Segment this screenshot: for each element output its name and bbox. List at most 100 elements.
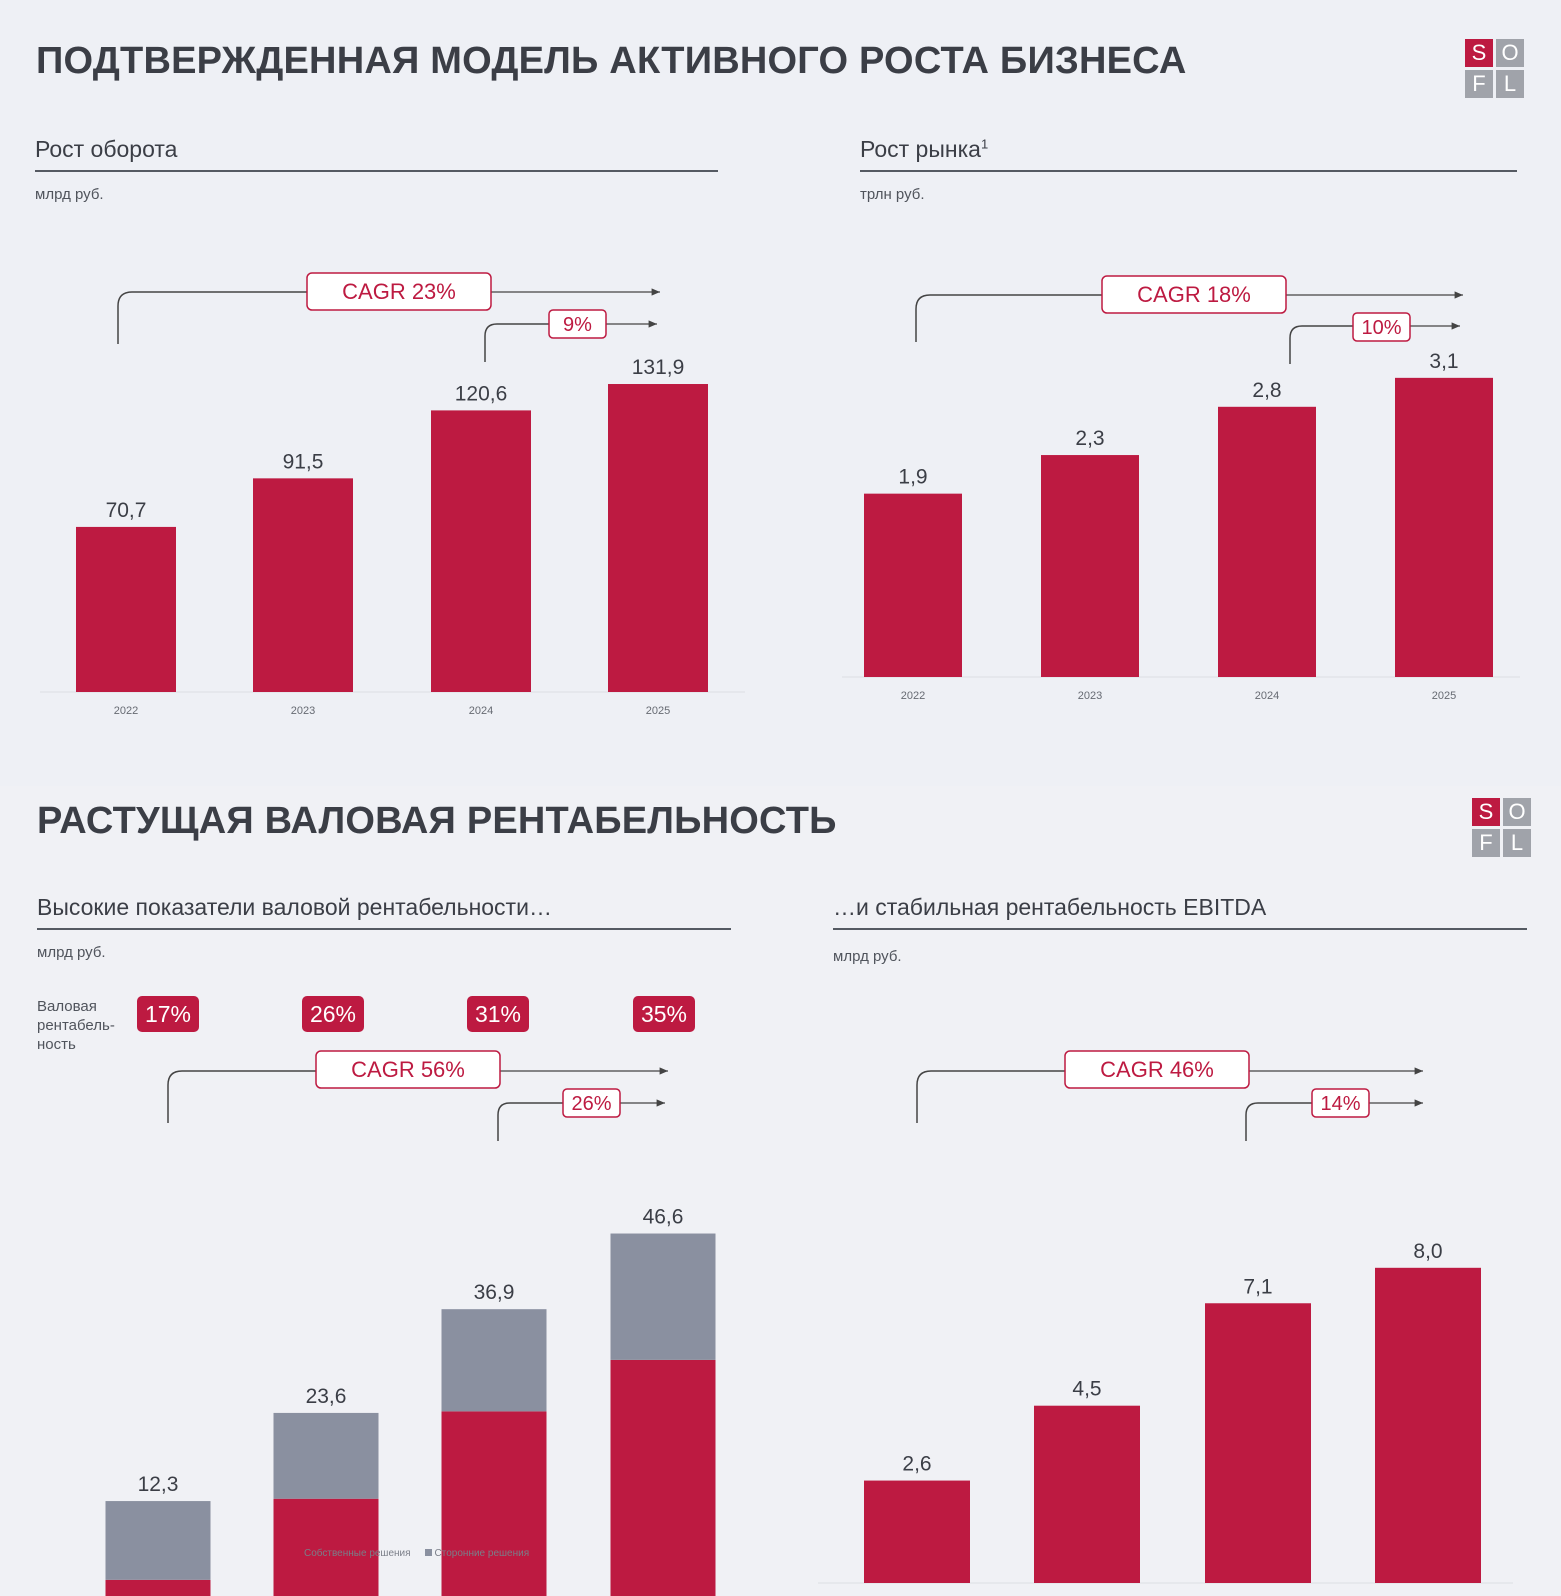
section-title: РАСТУЩАЯ ВАЛОВАЯ РЕНТАБЕЛЬНОСТЬ (37, 800, 837, 842)
data-label: 46,6 (643, 1206, 684, 1229)
bar-third-party-solutions (441, 1309, 547, 1412)
chart-legend: Собственные решения Сторонние решения (294, 1548, 529, 1559)
bar (1375, 1267, 1481, 1583)
gross-panel: Высокие показатели валовой рентабельност… (37, 894, 757, 1596)
gross-margin-label: Валовая рентабель-ность (37, 998, 115, 1053)
margin-badge: 26% (302, 996, 364, 1032)
market-panel: Рост рынка1 трлн руб. 1,9 2022 2,3 2023 2,8 2… (842, 136, 1560, 736)
growth-label: 10% (1361, 317, 1401, 339)
data-label: 8,0 (1413, 1240, 1442, 1263)
x-tick-label: 2022 (114, 705, 138, 717)
data-label: 131,9 (632, 356, 685, 379)
bar (253, 478, 353, 692)
growth-label: 26% (571, 1093, 611, 1115)
growth-bracket (1245, 1102, 1312, 1141)
legend-swatch (424, 1549, 432, 1556)
data-label: 70,7 (106, 499, 147, 522)
panel-title: Рост оборота (35, 136, 178, 162)
cagr-bracket (167, 1070, 316, 1123)
sofl-logo: S O F L (1472, 798, 1532, 858)
unit-label: млрд руб. (833, 948, 902, 965)
logo-letter: S (1465, 39, 1493, 67)
gross-chart: 12,3202223,6202336,9202446,62025CAGR 56%… (105, 1050, 716, 1596)
cagr-label: CAGR 23% (342, 279, 456, 304)
growth-bracket (484, 323, 549, 362)
page-title: ПОДТВЕРЖДЕННАЯ МОДЕЛЬ АКТИВНОГО РОСТА БИ… (36, 40, 1187, 82)
growth-bracket (1289, 325, 1353, 364)
bar (1041, 455, 1139, 677)
data-label: 3,1 (1429, 350, 1458, 373)
growth-label: 14% (1320, 1093, 1360, 1115)
bar-own-solutions (105, 1579, 211, 1596)
panel-title: Высокие показатели валовой рентабельност… (37, 894, 552, 920)
x-tick-label: 2024 (469, 705, 493, 717)
bar (431, 410, 531, 692)
bar (1205, 1303, 1311, 1583)
x-tick-label: 2025 (646, 705, 670, 717)
margin-badge: 35% (633, 996, 695, 1032)
margin-badge: 31% (467, 996, 529, 1032)
logo-letter: L (1496, 70, 1524, 98)
bar (76, 526, 176, 692)
data-label: 12,3 (138, 1473, 179, 1496)
ebitda-chart: 2,620224,520237,120248,02025CAGR 46%14% (818, 1050, 1513, 1584)
cagr-badge (306, 272, 492, 311)
title-rule (833, 928, 1527, 930)
data-label: 4,5 (1072, 1378, 1101, 1401)
panel-title: …и стабильная рентабельность EBITDA (833, 894, 1267, 920)
logo-letter: O (1496, 39, 1524, 67)
cagr-label: CAGR 18% (1137, 282, 1251, 307)
bar (1218, 406, 1316, 677)
data-label: 7,1 (1243, 1275, 1272, 1298)
data-label: 2,8 (1252, 379, 1281, 402)
bar-own-solutions (441, 1411, 547, 1596)
x-tick-label: 2023 (1078, 690, 1102, 702)
cagr-bracket (916, 1070, 1065, 1123)
turnover-chart: 70,7 2022 91,5 2023 120,6 2024 131,9 2025 CAGR 2… (40, 272, 745, 717)
margin-badge: 17% (137, 996, 199, 1032)
data-label: 91,5 (283, 450, 324, 473)
sofl-logo: S O F L (1465, 39, 1525, 99)
growth-badge (562, 1088, 621, 1118)
bar (1395, 377, 1493, 677)
logo-letter: L (1503, 829, 1531, 857)
legend-label: Сторонние решения (434, 1548, 530, 1559)
market-chart: 1,9 2022 2,3 2023 2,8 2024 3,1 2025 CAGR 18% 10% (842, 275, 1520, 702)
data-label: 2,3 (1075, 427, 1104, 450)
cagr-bracket (915, 294, 1102, 342)
data-label: 120,6 (455, 382, 508, 405)
legend-item: Собственные решения (294, 1548, 411, 1559)
x-tick-label: 2025 (1432, 690, 1456, 702)
bar (1034, 1405, 1140, 1583)
logo-letter: O (1503, 798, 1531, 826)
turnover-panel: Рост оборота млрд руб. 70,7 2022 91,5 2023 1… (35, 136, 745, 736)
bar-own-solutions (610, 1359, 716, 1596)
top-section: ПОДТВЕРЖДЕННАЯ МОДЕЛЬ АКТИВНОГО РОСТА БИ… (0, 0, 1561, 786)
cagr-label: CAGR 46% (1100, 1057, 1214, 1082)
bar (608, 384, 708, 692)
bar (864, 1480, 970, 1583)
cagr-badge (1064, 1050, 1250, 1089)
growth-label: 9% (563, 314, 592, 336)
growth-bracket (497, 1102, 563, 1141)
bar-third-party-solutions (610, 1233, 716, 1360)
legend-item: Сторонние решения (424, 1548, 530, 1559)
panel-title: Рост рынка1 (860, 136, 989, 162)
legend-swatch (294, 1549, 301, 1556)
cagr-badge (315, 1050, 501, 1089)
data-label: 36,9 (474, 1281, 515, 1304)
ebitda-panel: …и стабильная рентабельность EBITDA млрд… (818, 894, 1533, 1584)
growth-badge (548, 309, 607, 339)
data-label: 23,6 (306, 1385, 347, 1408)
data-label: 2,6 (902, 1453, 931, 1476)
bar (864, 493, 962, 677)
cagr-label: CAGR 56% (351, 1057, 465, 1082)
unit-label: трлн руб. (860, 186, 925, 203)
bar-own-solutions (273, 1498, 379, 1596)
unit-label: млрд руб. (35, 186, 104, 203)
logo-letter: F (1465, 70, 1493, 98)
title-rule (35, 170, 718, 172)
bar-third-party-solutions (105, 1501, 211, 1580)
x-tick-label: 2023 (291, 705, 315, 717)
cagr-bracket (117, 291, 307, 344)
